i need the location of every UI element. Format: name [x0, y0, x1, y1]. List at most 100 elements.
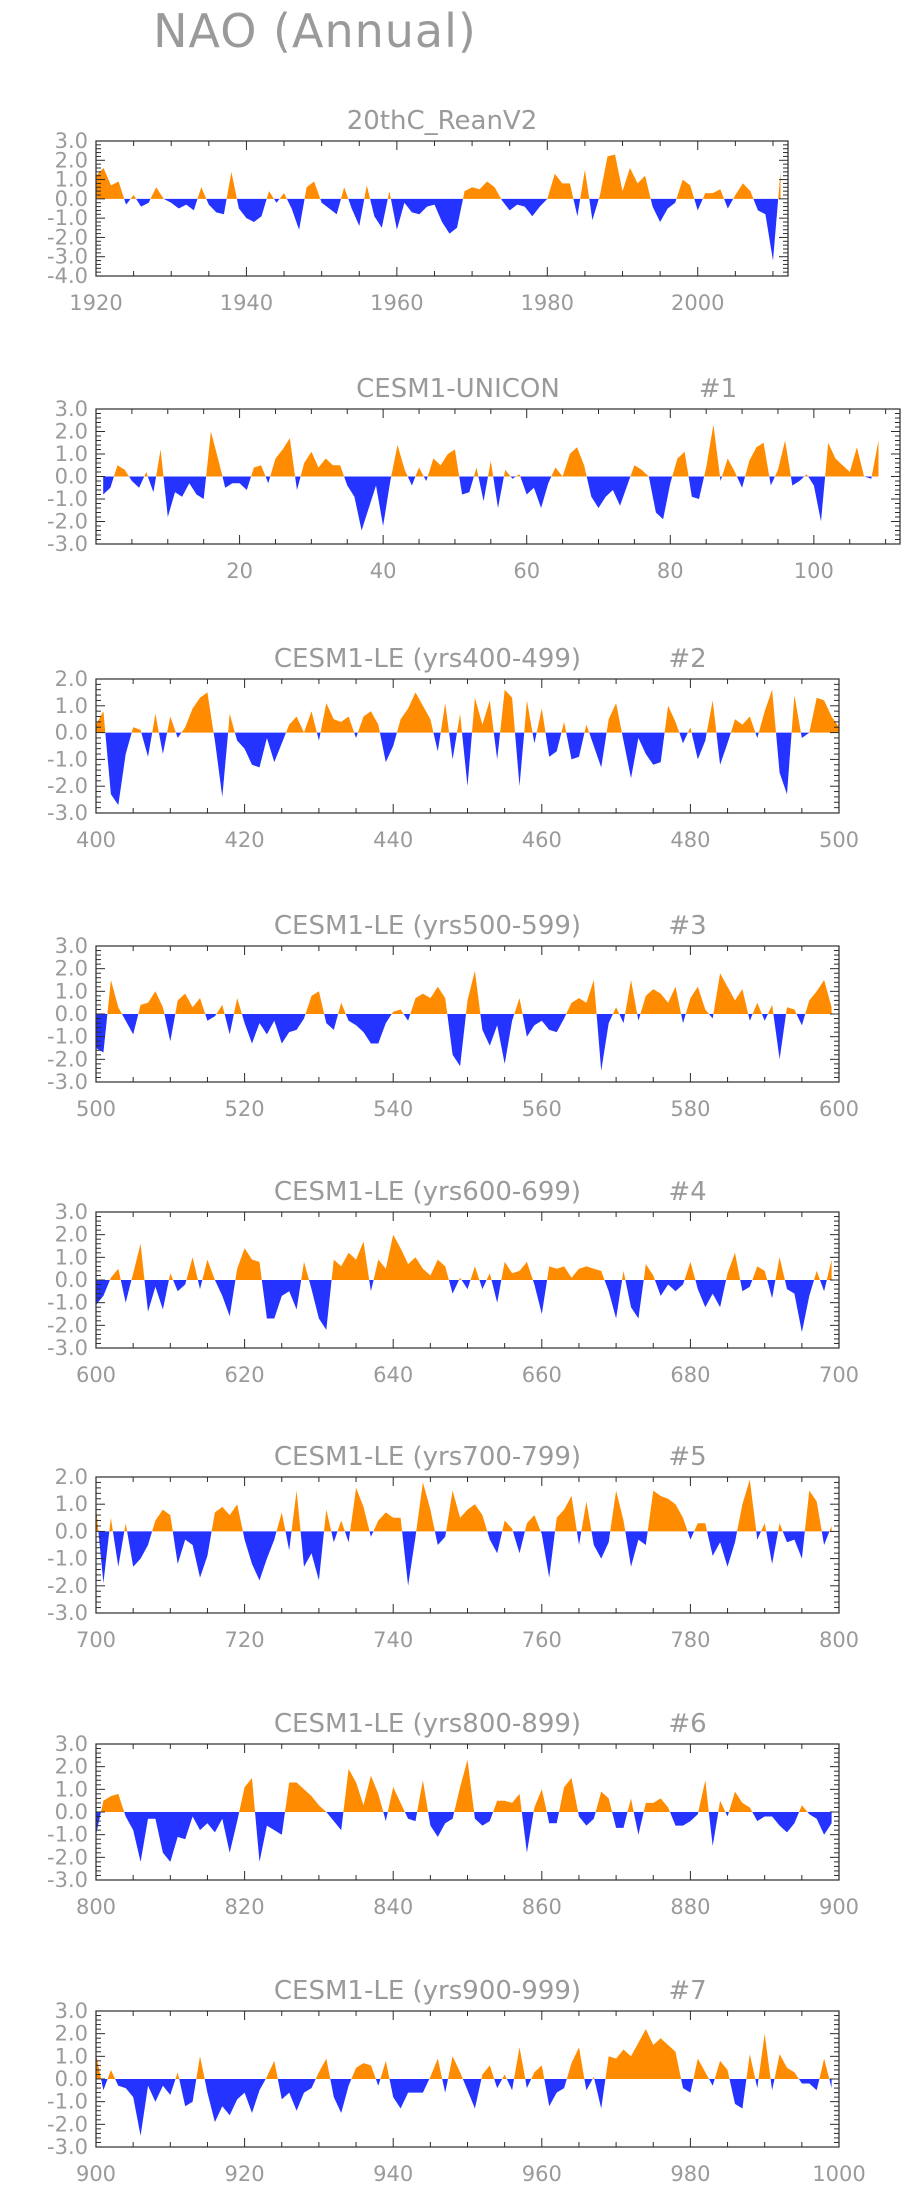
- positive-area-24: [547, 173, 574, 199]
- negative-area-6: [173, 1280, 187, 1292]
- negative-area-24: [491, 1280, 502, 1303]
- x-tick-label: 500: [819, 828, 859, 852]
- positive-area-4: [152, 713, 159, 733]
- positive-area-27: [698, 1780, 709, 1812]
- positive-area-16: [357, 711, 380, 733]
- positive-area-34: [733, 183, 754, 199]
- positive-area-4: [150, 187, 164, 199]
- negative-area-43: [798, 2079, 820, 2091]
- positive-area-43: [804, 474, 809, 477]
- negative-area-17: [344, 1531, 351, 1543]
- negative-area-31: [594, 2079, 606, 2109]
- negative-area-1: [101, 2079, 108, 2091]
- negative-area-28: [637, 1014, 641, 1021]
- negative-area-43: [766, 1531, 779, 1564]
- positive-area-28: [598, 154, 651, 199]
- y-tick-label: 3.0: [55, 397, 88, 421]
- y-tick-label: -2.0: [47, 1845, 88, 1869]
- positive-area-26: [531, 2065, 545, 2079]
- positive-area-5: [168, 1273, 174, 1280]
- x-tick-label: 800: [76, 1895, 116, 1919]
- positive-area-32: [702, 189, 725, 199]
- positive-area-27: [515, 474, 521, 477]
- panel-title: CESM1-LE (yrs800-899): [274, 1709, 581, 1739]
- negative-area-15: [320, 198, 341, 215]
- positive-area-42: [774, 2054, 799, 2079]
- negative-area-8: [222, 476, 252, 490]
- positive-area-31: [728, 1791, 753, 1812]
- positive-area-45: [825, 442, 865, 477]
- negative-area-45: [755, 732, 759, 738]
- y-tick-label: -1.0: [47, 747, 88, 771]
- x-tick-label: 900: [76, 2162, 116, 2186]
- y-tick-label: -1.0: [47, 1291, 88, 1315]
- positive-area-18: [350, 1487, 370, 1532]
- positive-area-21: [514, 998, 523, 1014]
- y-tick-label: 3.0: [55, 1200, 88, 1224]
- positive-area-8: [211, 1504, 243, 1532]
- negative-area-19: [462, 2079, 482, 2109]
- negative-area-35: [753, 198, 779, 261]
- negative-area-5: [127, 1531, 153, 1567]
- negative-area-16: [369, 1280, 374, 1292]
- positive-area-40: [758, 2033, 771, 2079]
- panel-title: CESM1-LE (yrs900-999): [274, 1976, 581, 2006]
- panel-title: CESM1-LE (yrs500-599): [274, 911, 581, 941]
- positive-area-1: [109, 1268, 121, 1280]
- y-tick-label: 2.0: [55, 667, 88, 691]
- negative-area-20: [578, 1812, 596, 1826]
- positive-area-9: [387, 1787, 405, 1812]
- positive-area-46: [804, 1490, 822, 1532]
- negative-area-39: [707, 1531, 738, 1567]
- y-tick-label: 0.0: [55, 1800, 88, 1824]
- negative-area-7: [175, 732, 182, 738]
- positive-area-18: [448, 2056, 463, 2079]
- x-tick-label: 840: [373, 1895, 413, 1919]
- negative-area-4: [144, 1280, 169, 1312]
- negative-area-33: [566, 732, 585, 760]
- y-tick-label: 1.0: [55, 168, 88, 192]
- positive-area-42: [761, 1523, 767, 1532]
- y-tick-label: 2.0: [55, 957, 88, 981]
- negative-area-0: [96, 1812, 101, 1835]
- negative-area-32: [752, 1812, 800, 1833]
- positive-area-25: [503, 469, 511, 477]
- negative-area-34: [688, 476, 705, 499]
- negative-area-16: [521, 1812, 534, 1853]
- negative-area-16: [407, 476, 416, 486]
- positive-area-27: [625, 980, 638, 1014]
- negative-area-34: [748, 1014, 753, 1021]
- negative-area-46: [864, 476, 872, 479]
- negative-area-23: [501, 198, 548, 217]
- negative-area-9: [236, 198, 267, 222]
- positive-area-38: [694, 1523, 708, 1532]
- positive-area-46: [758, 689, 776, 733]
- positive-area-3: [138, 991, 165, 1014]
- negative-area-43: [716, 732, 731, 765]
- positive-area-4: [124, 1523, 128, 1532]
- negative-area-30: [586, 476, 631, 508]
- x-tick-label: 780: [670, 1628, 710, 1652]
- panel-7: CESM1-LE (yrs800-899) #63.02.01.00.0-1.0-…: [47, 1709, 859, 1919]
- x-tick-label: 1920: [69, 291, 122, 315]
- positive-area-8: [265, 2060, 278, 2079]
- negative-area-30: [681, 1014, 686, 1024]
- positive-area-30: [536, 708, 546, 733]
- x-tick-label: 880: [670, 1895, 710, 1919]
- positive-area-28: [566, 2047, 585, 2079]
- negative-area-31: [694, 198, 703, 211]
- panel-3: CESM1-LE (yrs400-499) #2 2.0 1.0 0.0-1.0 -2.0…: [47, 644, 859, 852]
- positive-area-6: [167, 716, 176, 733]
- positive-area-24: [472, 697, 494, 733]
- x-tick-label: 900: [819, 1895, 859, 1919]
- positive-area-6: [196, 2056, 205, 2079]
- panel-1: 20thC_ReanV2 3.02.01.00.0-1.0-2.0-3.0-4.0…: [47, 106, 789, 315]
- negative-area-9: [213, 732, 229, 797]
- positive-area-48: [791, 695, 801, 733]
- negative-area-10: [214, 1280, 236, 1317]
- positive-area-19: [427, 449, 460, 477]
- positive-area-5: [175, 993, 206, 1014]
- positive-area-33: [799, 1805, 808, 1812]
- x-tick-label: 820: [225, 1895, 265, 1919]
- negative-area-40: [796, 1014, 806, 1026]
